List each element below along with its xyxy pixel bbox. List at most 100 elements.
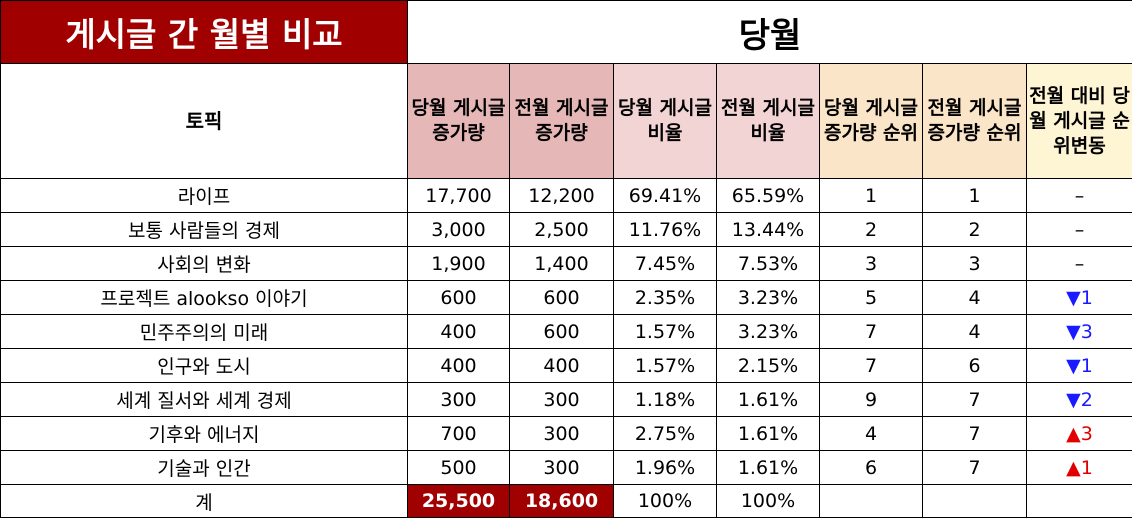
cell-rank-change: ▼2 — [1025, 382, 1132, 417]
table-body: 라이프 17,700 12,200 69.41% 65.59% 1 1– 보통 사람들의 경제… — [0, 178, 1132, 485]
table-title: 게시글 간 월별 비교 — [0, 0, 408, 64]
cell-cur-increase: 400 — [407, 314, 510, 349]
cell-cur-ratio: 11.76% — [613, 212, 717, 247]
cell-rank-change: ▲3 — [1025, 416, 1132, 451]
cell-cur-increase: 500 — [407, 450, 510, 485]
cell-cur-rank: 1 — [819, 178, 923, 213]
cell-prev-rank: 7 — [922, 416, 1027, 451]
cell-prev-rank: 4 — [922, 314, 1027, 349]
header-prev-rank: 전월 게시글 증가량 순위 — [922, 63, 1027, 179]
cell-topic: 기후와 에너지 — [0, 416, 408, 451]
cell-cur-rank: 9 — [819, 382, 923, 417]
header-topic: 토픽 — [0, 63, 408, 179]
cell-prev-ratio: 1.61% — [716, 382, 820, 417]
cell-cur-rank: 7 — [819, 348, 923, 383]
cell-cur-ratio: 1.57% — [613, 348, 717, 383]
total-prev-increase: 18,600 — [509, 484, 614, 518]
month-label: 당월 — [406, 0, 1132, 64]
cell-topic: 라이프 — [0, 178, 408, 213]
cell-rank-change: ▼1 — [1025, 348, 1132, 383]
cell-topic: 프로젝트 alookso 이야기 — [0, 280, 408, 315]
cell-cur-increase: 300 — [407, 382, 510, 417]
header-cur-ratio: 당월 게시글 비율 — [613, 63, 717, 179]
cell-cur-rank: 3 — [819, 246, 923, 281]
cell-cur-rank: 2 — [819, 212, 923, 247]
cell-cur-increase: 1,900 — [407, 246, 510, 281]
total-label: 계 — [0, 484, 408, 518]
table-row: 사회의 변화 1,900 1,400 7.45% 7.53% 3 3– — [0, 246, 1132, 281]
cell-topic: 인구와 도시 — [0, 348, 408, 383]
cell-prev-ratio: 1.61% — [716, 450, 820, 485]
header-rank-change: 전월 대비 당월 게시글 순위변동 — [1025, 63, 1132, 179]
cell-prev-increase: 600 — [509, 280, 614, 315]
cell-cur-rank: 7 — [819, 314, 923, 349]
cell-prev-increase: 12,200 — [509, 178, 614, 213]
cell-prev-rank: 2 — [922, 212, 1027, 247]
table-row: 기후와 에너지 700 300 2.75% 1.61% 4 7 ▲3 — [0, 416, 1132, 451]
cell-rank-change: – — [1025, 212, 1132, 247]
cell-prev-increase: 300 — [509, 382, 614, 417]
cell-prev-increase: 600 — [509, 314, 614, 349]
cell-cur-increase: 700 — [407, 416, 510, 451]
cell-cur-rank: 4 — [819, 416, 923, 451]
header-prev-ratio: 전월 게시글 비율 — [716, 63, 820, 179]
cell-cur-increase: 600 — [407, 280, 510, 315]
cell-prev-increase: 400 — [509, 348, 614, 383]
cell-cur-increase: 400 — [407, 348, 510, 383]
cell-prev-increase: 2,500 — [509, 212, 614, 247]
cell-topic: 세계 질서와 세계 경제 — [0, 382, 408, 417]
cell-prev-ratio: 2.15% — [716, 348, 820, 383]
cell-prev-ratio: 65.59% — [716, 178, 820, 213]
total-cur-rank — [819, 484, 923, 518]
cell-prev-rank: 3 — [922, 246, 1027, 281]
cell-rank-change: ▼3 — [1025, 314, 1132, 349]
cell-cur-ratio: 1.57% — [613, 314, 717, 349]
total-rank-change — [1025, 484, 1132, 518]
cell-rank-change: ▲1 — [1025, 450, 1132, 485]
cell-cur-ratio: 1.18% — [613, 382, 717, 417]
cell-prev-ratio: 1.61% — [716, 416, 820, 451]
total-cur-ratio: 100% — [613, 484, 717, 518]
cell-prev-ratio: 3.23% — [716, 280, 820, 315]
table-row: 라이프 17,700 12,200 69.41% 65.59% 1 1– — [0, 178, 1132, 213]
cell-cur-ratio: 2.75% — [613, 416, 717, 451]
cell-topic: 보통 사람들의 경제 — [0, 212, 408, 247]
cell-cur-ratio: 2.35% — [613, 280, 717, 315]
table-row: 인구와 도시 400 400 1.57% 2.15% 7 6 ▼1 — [0, 348, 1132, 383]
cell-cur-ratio: 1.96% — [613, 450, 717, 485]
cell-prev-rank: 6 — [922, 348, 1027, 383]
cell-topic: 민주주의의 미래 — [0, 314, 408, 349]
cell-cur-increase: 3,000 — [407, 212, 510, 247]
cell-prev-rank: 1 — [922, 178, 1027, 213]
table-row: 민주주의의 미래 400 600 1.57% 3.23% 7 4 ▼3 — [0, 314, 1132, 349]
cell-rank-change: ▼1 — [1025, 280, 1132, 315]
header-cur-increase: 당월 게시글 증가량 — [407, 63, 510, 179]
total-prev-rank — [922, 484, 1027, 518]
cell-topic: 기술과 인간 — [0, 450, 408, 485]
header-cur-rank: 당월 게시글 증가량 순위 — [819, 63, 923, 179]
cell-prev-rank: 7 — [922, 382, 1027, 417]
cell-prev-ratio: 3.23% — [716, 314, 820, 349]
cell-prev-increase: 300 — [509, 450, 614, 485]
cell-prev-increase: 300 — [509, 416, 614, 451]
cell-prev-increase: 1,400 — [509, 246, 614, 281]
cell-rank-change: – — [1025, 178, 1132, 213]
cell-topic: 사회의 변화 — [0, 246, 408, 281]
cell-cur-ratio: 69.41% — [613, 178, 717, 213]
table-row: 보통 사람들의 경제 3,000 2,500 11.76% 13.44% 2 2– — [0, 212, 1132, 247]
cell-cur-rank: 6 — [819, 450, 923, 485]
table-row: 프로젝트 alookso 이야기 600 600 2.35% 3.23% 5 4 ▼1 — [0, 280, 1132, 315]
cell-prev-rank: 4 — [922, 280, 1027, 315]
cell-rank-change: – — [1025, 246, 1132, 281]
cell-cur-increase: 17,700 — [407, 178, 510, 213]
cell-cur-ratio: 7.45% — [613, 246, 717, 281]
cell-prev-rank: 7 — [922, 450, 1027, 485]
total-prev-ratio: 100% — [716, 484, 820, 518]
total-cur-increase: 25,500 — [407, 484, 510, 518]
table-row: 기술과 인간 500 300 1.96% 1.61% 6 7 ▲1 — [0, 450, 1132, 485]
cell-prev-ratio: 13.44% — [716, 212, 820, 247]
header-prev-increase: 전월 게시글 증가량 — [509, 63, 614, 179]
cell-prev-ratio: 7.53% — [716, 246, 820, 281]
table-row: 세계 질서와 세계 경제 300 300 1.18% 1.61% 9 7 ▼2 — [0, 382, 1132, 417]
